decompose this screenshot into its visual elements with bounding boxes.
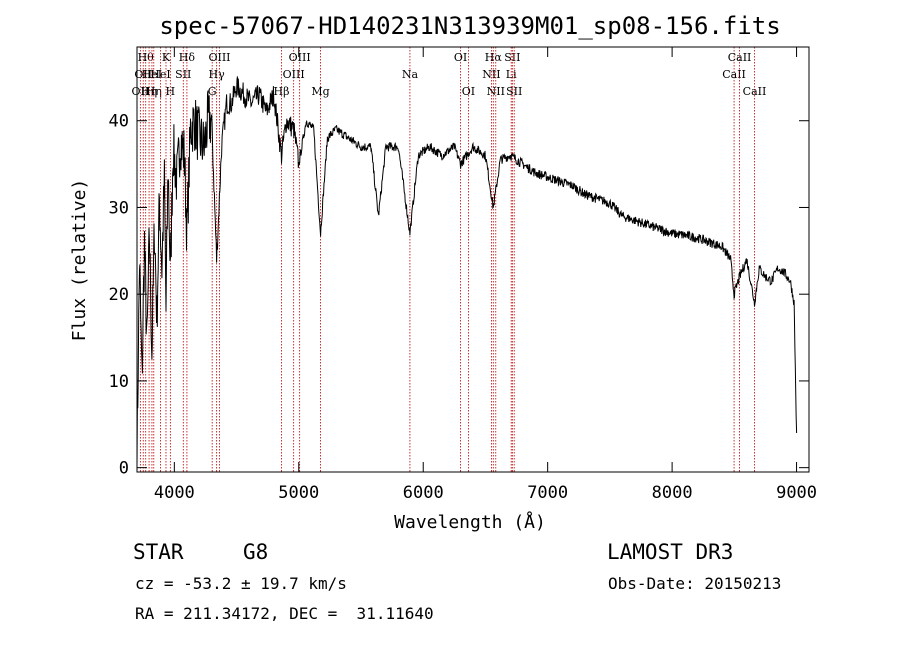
spectral-line-label: NII xyxy=(487,85,505,98)
y-axis-label: Flux (relative) xyxy=(69,179,90,342)
spectral-line-label: Li xyxy=(506,68,517,81)
spectral-line-label: Hθ xyxy=(138,51,155,64)
spectral-line-label: Mg xyxy=(311,85,329,98)
x-tick-label: 9000 xyxy=(776,483,817,503)
redshift-velocity: cz = -53.2 ± 19.7 km/s xyxy=(135,574,347,593)
coordinates: RA = 211.34172, DEC = 31.11640 xyxy=(135,604,434,623)
spectral-line-label: CaII xyxy=(728,51,752,64)
spectral-line-label: OII xyxy=(132,85,150,98)
spectral-line-label: OIII xyxy=(283,68,305,81)
spectral-line-label: OIII xyxy=(208,51,230,64)
spectral-line-markers: OIIOIIHθHηHeIHηHeIKHSIIHδGHγOIIIHβOIIIOI… xyxy=(132,47,767,472)
spectral-line-label: SII xyxy=(504,51,520,64)
x-axis-ticks: 4000 5000 6000 7000 8000 9000 xyxy=(154,47,817,503)
y-tick-label: 0 xyxy=(119,459,129,479)
plot-frame xyxy=(136,46,810,473)
spectral-line-label: OIII xyxy=(289,51,311,64)
spectral-line-label: G xyxy=(208,85,217,98)
spectral-line-label: Hα xyxy=(485,51,503,64)
y-tick-label: 20 xyxy=(109,285,129,305)
chart-title: spec-57067-HD140231N313939M01_sp08-156.f… xyxy=(159,12,780,40)
x-tick-label: 6000 xyxy=(403,483,444,503)
spectral-line-label: Hη xyxy=(141,85,157,98)
spectral-line-label: Hη xyxy=(146,85,162,98)
spectral-line-label: HeI xyxy=(142,68,162,81)
spectral-line-label: SII xyxy=(506,85,522,98)
y-tick-label: 40 xyxy=(109,112,129,132)
y-tick-label: 30 xyxy=(109,198,129,218)
spectral-line-label: Hδ xyxy=(179,51,196,64)
x-axis-label: Wavelength (Å) xyxy=(394,511,546,533)
spectral-line-label: OI xyxy=(462,85,475,98)
spectral-line-label: H xyxy=(166,85,176,98)
y-axis-ticks: 0 10 20 30 40 xyxy=(109,112,809,479)
observation-date: Obs-Date: 20150213 xyxy=(608,574,782,593)
object-subclass: G8 xyxy=(243,540,269,564)
x-tick-label: 7000 xyxy=(527,483,568,503)
spectral-line-label: OII xyxy=(134,68,152,81)
spectral-line-label: HeI xyxy=(150,68,170,81)
spectral-line-label: Hγ xyxy=(209,68,226,81)
spectral-line-label: CaII xyxy=(722,68,746,81)
spectral-line-label: CaII xyxy=(743,85,767,98)
x-tick-label: 8000 xyxy=(652,483,693,503)
flux-spectrum-line xyxy=(136,76,798,466)
spectral-line-label: Hβ xyxy=(274,85,290,98)
x-tick-label: 4000 xyxy=(154,483,195,503)
spectral-line-label: OI xyxy=(454,51,467,64)
y-tick-label: 10 xyxy=(109,372,129,392)
spectral-line-label: Na xyxy=(402,68,419,81)
spectral-line-label: K xyxy=(162,51,171,64)
x-tick-label: 5000 xyxy=(278,483,319,503)
object-class: STAR xyxy=(133,540,184,564)
spectral-line-label: SII xyxy=(175,68,191,81)
survey-name: LAMOST DR3 xyxy=(607,540,734,564)
spectral-line-label: NII xyxy=(482,68,500,81)
